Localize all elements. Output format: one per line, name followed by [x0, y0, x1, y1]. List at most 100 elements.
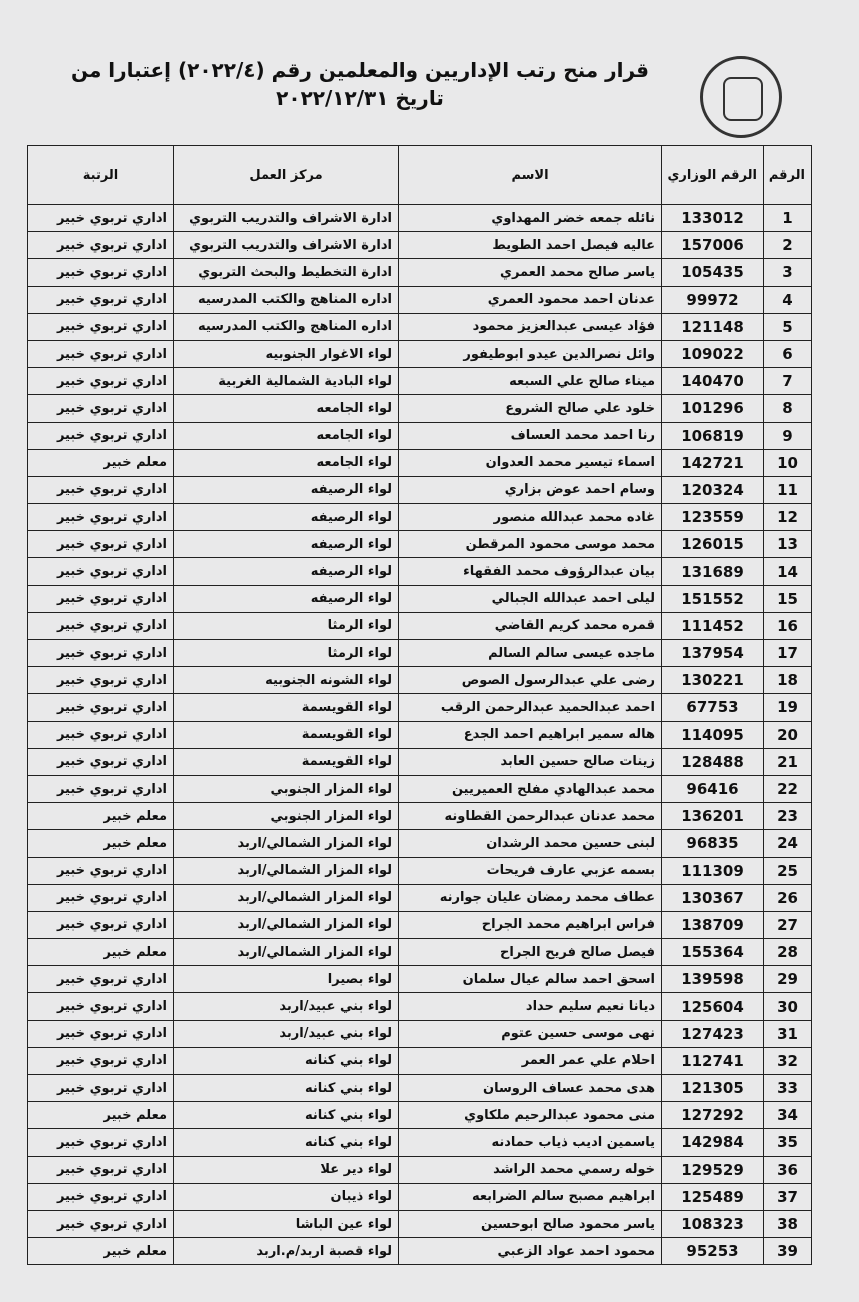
rank: اداري تربوي خبير [27, 1128, 174, 1157]
row-number: 35 [763, 1128, 812, 1157]
ministry-number: 125489 [661, 1182, 764, 1211]
row-number: 6 [763, 339, 812, 369]
rank: اداري تربوي خبير [27, 530, 174, 559]
name: غاده محمد عبدالله منصور [398, 503, 662, 532]
rank: اداري تربوي خبير [27, 638, 174, 668]
name: رنا احمد محمد العساف [398, 421, 662, 450]
name: هاله سمير ابراهيم احمد الجدع [398, 720, 662, 749]
ministry-number: 130221 [661, 666, 764, 695]
row-number: 8 [763, 394, 812, 423]
ministry-number: 139598 [661, 965, 764, 994]
rank: اداري تربوي خبير [27, 1209, 174, 1239]
column-header: الرقم [763, 145, 812, 205]
workplace: لواء الرمثا [173, 638, 399, 668]
workplace: لواء المزار الشمالي/اربد [173, 856, 399, 885]
ministry-number: 111309 [661, 856, 764, 885]
column-header: الرتبة [27, 145, 174, 205]
table-row: 6 109022 وائل نصرالدين عيدو ابوطيفور لواء ا… [27, 339, 812, 369]
table-row: 11 120324 وسام احمد عوض بزاري لواء الرصيفه ا… [27, 475, 812, 505]
rank: اداري تربوي خبير [27, 285, 174, 314]
row-number: 27 [763, 910, 812, 940]
rank: اداري تربوي خبير [27, 1182, 174, 1211]
row-number: 15 [763, 584, 812, 613]
row-number: 24 [763, 829, 812, 858]
table-row: 32 112741 احلام علي عمر العمر لواء بني كنان… [27, 1046, 812, 1076]
name: عطاف محمد رمضان عليان جوارنه [398, 883, 662, 912]
table-row: 37 125489 ابراهيم مصبح سالم الضرابعه لواء ذ… [27, 1182, 812, 1211]
table-row: 34 127292 منى محمود عبدالرحيم ملكاوي لواء ب… [27, 1101, 812, 1130]
table-row: 24 96835 لبنى حسين محمد الرشدان لواء المزار… [27, 829, 812, 858]
rank: معلم خبير [27, 448, 174, 477]
name: وائل نصرالدين عيدو ابوطيفور [398, 339, 662, 369]
row-number: 37 [763, 1182, 812, 1211]
workplace: لواء الرصيفه [173, 530, 399, 559]
name: عاليه فيصل احمد الطويط [398, 231, 662, 260]
row-number: 39 [763, 1237, 812, 1266]
row-number: 22 [763, 774, 812, 804]
title: قرار منح رتب الإداريين والمعلمين رقم (٢٠… [70, 58, 650, 82]
workplace: لواء المزار الجنوبي [173, 774, 399, 804]
workplace: اداره المناهج والكتب المدرسيه [173, 285, 399, 314]
workplace: لواء الرصيفه [173, 475, 399, 505]
table-row: 2 157006 عاليه فيصل احمد الطويط ادارة الاشر… [27, 231, 812, 260]
workplace: لواء بني عبيد/اربد [173, 1019, 399, 1048]
table-row: 39 95253 محمود احمد عواد الزعبي لواء قصبة ا… [27, 1237, 812, 1266]
table-row: 21 128488 زينات صالح حسين العابد لواء القوي… [27, 747, 812, 776]
name: فؤاد عيسى عبدالعزيز محمود [398, 312, 662, 341]
ministry-number: 142984 [661, 1128, 764, 1157]
ministry-number: 129529 [661, 1155, 764, 1184]
name: ياسمين اديب ذياب حمادنه [398, 1128, 662, 1157]
workplace: لواء بني عبيد/اربد [173, 992, 399, 1021]
table-row: 8 101296 خلود علي صالح الشروع لواء الجامعه ا… [27, 394, 812, 423]
name: زينات صالح حسين العابد [398, 747, 662, 776]
ministry-number: 142721 [661, 448, 764, 477]
table-row: 27 138709 فراس ابراهيم محمد الجراح لواء الم… [27, 910, 812, 940]
rank: اداري تربوي خبير [27, 312, 174, 341]
name: لبنى حسين محمد الرشدان [398, 829, 662, 858]
name: فراس ابراهيم محمد الجراح [398, 910, 662, 940]
name: فيصل صالح فريح الجراح [398, 938, 662, 967]
name: ابراهيم مصبح سالم الضرابعه [398, 1182, 662, 1211]
workplace: لواء الشونه الجنوبيه [173, 666, 399, 695]
ministry-number: 133012 [661, 203, 764, 233]
table-row: 10 142721 اسماء تيسير محمد العدوان لواء الج… [27, 448, 812, 477]
table-row: 14 131689 بيان عبدالرؤوف محمد الفقهاء لواء … [27, 557, 812, 586]
workplace: اداره المناهج والكتب المدرسيه [173, 312, 399, 341]
row-number: 23 [763, 802, 812, 831]
rank: معلم خبير [27, 829, 174, 858]
rank: اداري تربوي خبير [27, 1073, 174, 1103]
name: خوله رسمي محمد الراشد [398, 1155, 662, 1184]
workplace: لواء المزار الشمالي/اربد [173, 910, 399, 940]
table-row: 12 123559 غاده محمد عبدالله منصور لواء الرص… [27, 503, 812, 532]
table-row: 4 99972 عدنان احمد محمود العمري اداره المنا… [27, 285, 812, 314]
table-body: 1 133012 نائله جمعه خضر المهداوي ادارة الاش… [27, 203, 812, 1266]
ministry-number: 125604 [661, 992, 764, 1021]
name: اسماء تيسير محمد العدوان [398, 448, 662, 477]
header-row: الرقم الرقم الوزاري الاسم مركز العمل الرتبة [27, 145, 812, 205]
table-row: 23 136201 محمد عدنان عبدالرحمن القطاونه لوا… [27, 802, 812, 831]
workplace: لواء المزار الشمالي/اربد [173, 829, 399, 858]
ministry-number: 112741 [661, 1046, 764, 1076]
workplace: لواء القويسمة [173, 693, 399, 722]
name: نائله جمعه خضر المهداوي [398, 203, 662, 233]
rank: اداري تربوي خبير [27, 557, 174, 586]
rank: اداري تربوي خبير [27, 203, 174, 233]
table-row: 7 140470 ميناء صالح علي السبعه لواء البادية… [27, 367, 812, 396]
rank: اداري تربوي خبير [27, 1155, 174, 1184]
row-number: 32 [763, 1046, 812, 1076]
rank: اداري تربوي خبير [27, 584, 174, 613]
name: بسمه عزبي عارف فريحات [398, 856, 662, 885]
workplace: لواء بني كنانه [173, 1101, 399, 1130]
name: ماجده عيسى سالم السالم [398, 638, 662, 668]
name: احمد عبدالحميد عبدالرحمن الرقب [398, 693, 662, 722]
ministry-number: 155364 [661, 938, 764, 967]
name: محمود احمد عواد الزعبي [398, 1237, 662, 1266]
row-number: 14 [763, 557, 812, 586]
name: قمره محمد كريم القاضي [398, 611, 662, 641]
workplace: لواء بني كنانه [173, 1073, 399, 1103]
table-row: 1 133012 نائله جمعه خضر المهداوي ادارة الاش… [27, 203, 812, 233]
rank: معلم خبير [27, 802, 174, 831]
row-number: 21 [763, 747, 812, 776]
row-number: 28 [763, 938, 812, 967]
name: ديانا نعيم سليم حداد [398, 992, 662, 1021]
